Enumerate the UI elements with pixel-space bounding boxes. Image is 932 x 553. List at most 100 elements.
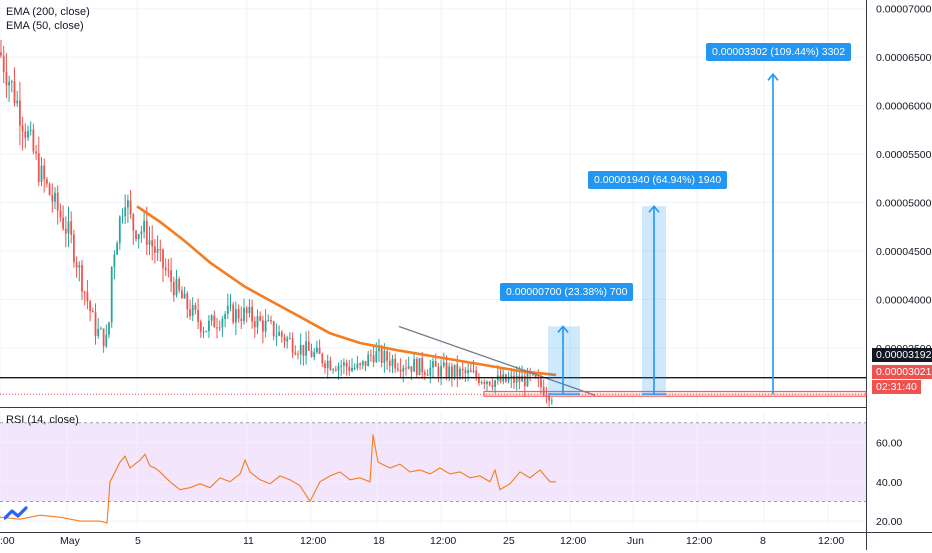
- measure-arrowhead: [648, 205, 660, 213]
- candle-body: [378, 348, 380, 352]
- candle-body: [94, 312, 97, 336]
- candle-body: [348, 366, 351, 372]
- candle-body: [75, 262, 78, 268]
- candle-body: [316, 347, 318, 353]
- candle-body: [302, 344, 305, 356]
- candle-body: [24, 131, 27, 138]
- candle-body: [16, 100, 19, 104]
- price-tick-label: 0.00005000: [876, 197, 932, 209]
- candles: [0, 39, 553, 407]
- candle-body: [367, 354, 370, 367]
- tradingview-logo-icon[interactable]: [4, 505, 30, 522]
- candle-body: [424, 372, 426, 375]
- candle-body: [8, 81, 10, 86]
- candle-body: [113, 254, 116, 268]
- candle-body: [62, 217, 64, 229]
- candle-body: [97, 328, 100, 336]
- candle-body: [469, 370, 472, 372]
- candle-body: [280, 332, 283, 337]
- candle-body: [318, 347, 321, 354]
- price-tick-label: 0.00007000: [876, 4, 932, 16]
- candle-body: [37, 153, 40, 182]
- candle-body: [275, 335, 278, 337]
- price-tick-label: 0.00004500: [876, 246, 932, 258]
- candle-body: [27, 130, 29, 138]
- candle-body: [19, 100, 21, 126]
- candle-body: [232, 304, 235, 323]
- candle-body: [272, 321, 275, 336]
- last-price-tag: 0.00003021: [872, 365, 932, 379]
- candle-body: [86, 291, 89, 302]
- time-tick-label: 25: [503, 535, 515, 547]
- candle-body: [437, 366, 440, 377]
- candle-body: [46, 179, 48, 184]
- candle-body: [299, 344, 302, 355]
- candle-body: [0, 52, 2, 56]
- candle-body: [372, 355, 375, 363]
- measure-label-3[interactable]: 0.00003302 (109.44%) 3302: [706, 43, 852, 61]
- candle-body: [116, 243, 118, 255]
- candle-body: [264, 320, 267, 332]
- candle-body: [486, 381, 488, 384]
- candle-body: [513, 375, 515, 383]
- candle-body: [380, 348, 383, 363]
- candle-body: [181, 290, 183, 299]
- price-tick-label: 0.00004000: [876, 294, 932, 306]
- candle-body: [159, 249, 162, 251]
- candle-body: [175, 278, 178, 296]
- rsi-tick-label: 40.00: [876, 477, 902, 489]
- candle-body: [432, 361, 434, 368]
- candle-body: [397, 368, 399, 370]
- candle-body: [394, 358, 397, 369]
- rsi-line: [0, 434, 556, 524]
- candle-body: [351, 368, 353, 372]
- candle-body: [418, 358, 421, 376]
- time-tick-label: 11: [243, 535, 254, 547]
- candle-body: [410, 366, 413, 372]
- candle-body: [205, 330, 208, 332]
- candle-body: [151, 240, 154, 247]
- candle-body: [243, 307, 245, 322]
- candle-body: [456, 364, 459, 377]
- ema50-line: [136, 205, 557, 377]
- candle-body: [307, 341, 310, 351]
- measure-label-1[interactable]: 0.00000700 (23.38%) 700: [500, 283, 634, 301]
- candle-body: [218, 327, 221, 329]
- candle-body: [156, 249, 159, 253]
- candle-body: [197, 309, 199, 322]
- candle-body: [162, 249, 164, 268]
- candle-body: [391, 358, 394, 366]
- measure-arrowhead: [557, 325, 569, 333]
- rsi-band: [0, 422, 866, 502]
- candle-body: [154, 246, 156, 253]
- countdown-tag: 02:31:40: [872, 380, 921, 394]
- candle-body: [491, 384, 494, 387]
- candle-body: [259, 316, 262, 321]
- candle-body: [448, 366, 451, 378]
- candle-body: [2, 55, 5, 73]
- candle-body: [83, 291, 86, 293]
- candle-body: [216, 327, 218, 329]
- candle-body: [189, 309, 191, 316]
- candle-body: [267, 320, 270, 322]
- candle-body: [386, 351, 388, 361]
- candle-body: [540, 378, 542, 388]
- candle-body: [467, 370, 469, 374]
- candle-body: [426, 374, 429, 376]
- candle-body: [43, 165, 46, 180]
- price-tick-label: 0.00006000: [876, 101, 932, 113]
- candle-body: [135, 230, 137, 239]
- candle-body: [472, 370, 475, 372]
- candle-body: [240, 318, 243, 322]
- candle-body: [451, 366, 453, 377]
- candle-body: [421, 358, 424, 373]
- candle-body: [81, 265, 83, 292]
- candle-body: [237, 309, 240, 319]
- candle-body: [221, 319, 224, 328]
- candle-body: [440, 365, 442, 377]
- candle-body: [129, 200, 132, 215]
- candle-body: [78, 265, 81, 268]
- measure-label-2[interactable]: 0.00001940 (64.94%) 1940: [588, 171, 728, 189]
